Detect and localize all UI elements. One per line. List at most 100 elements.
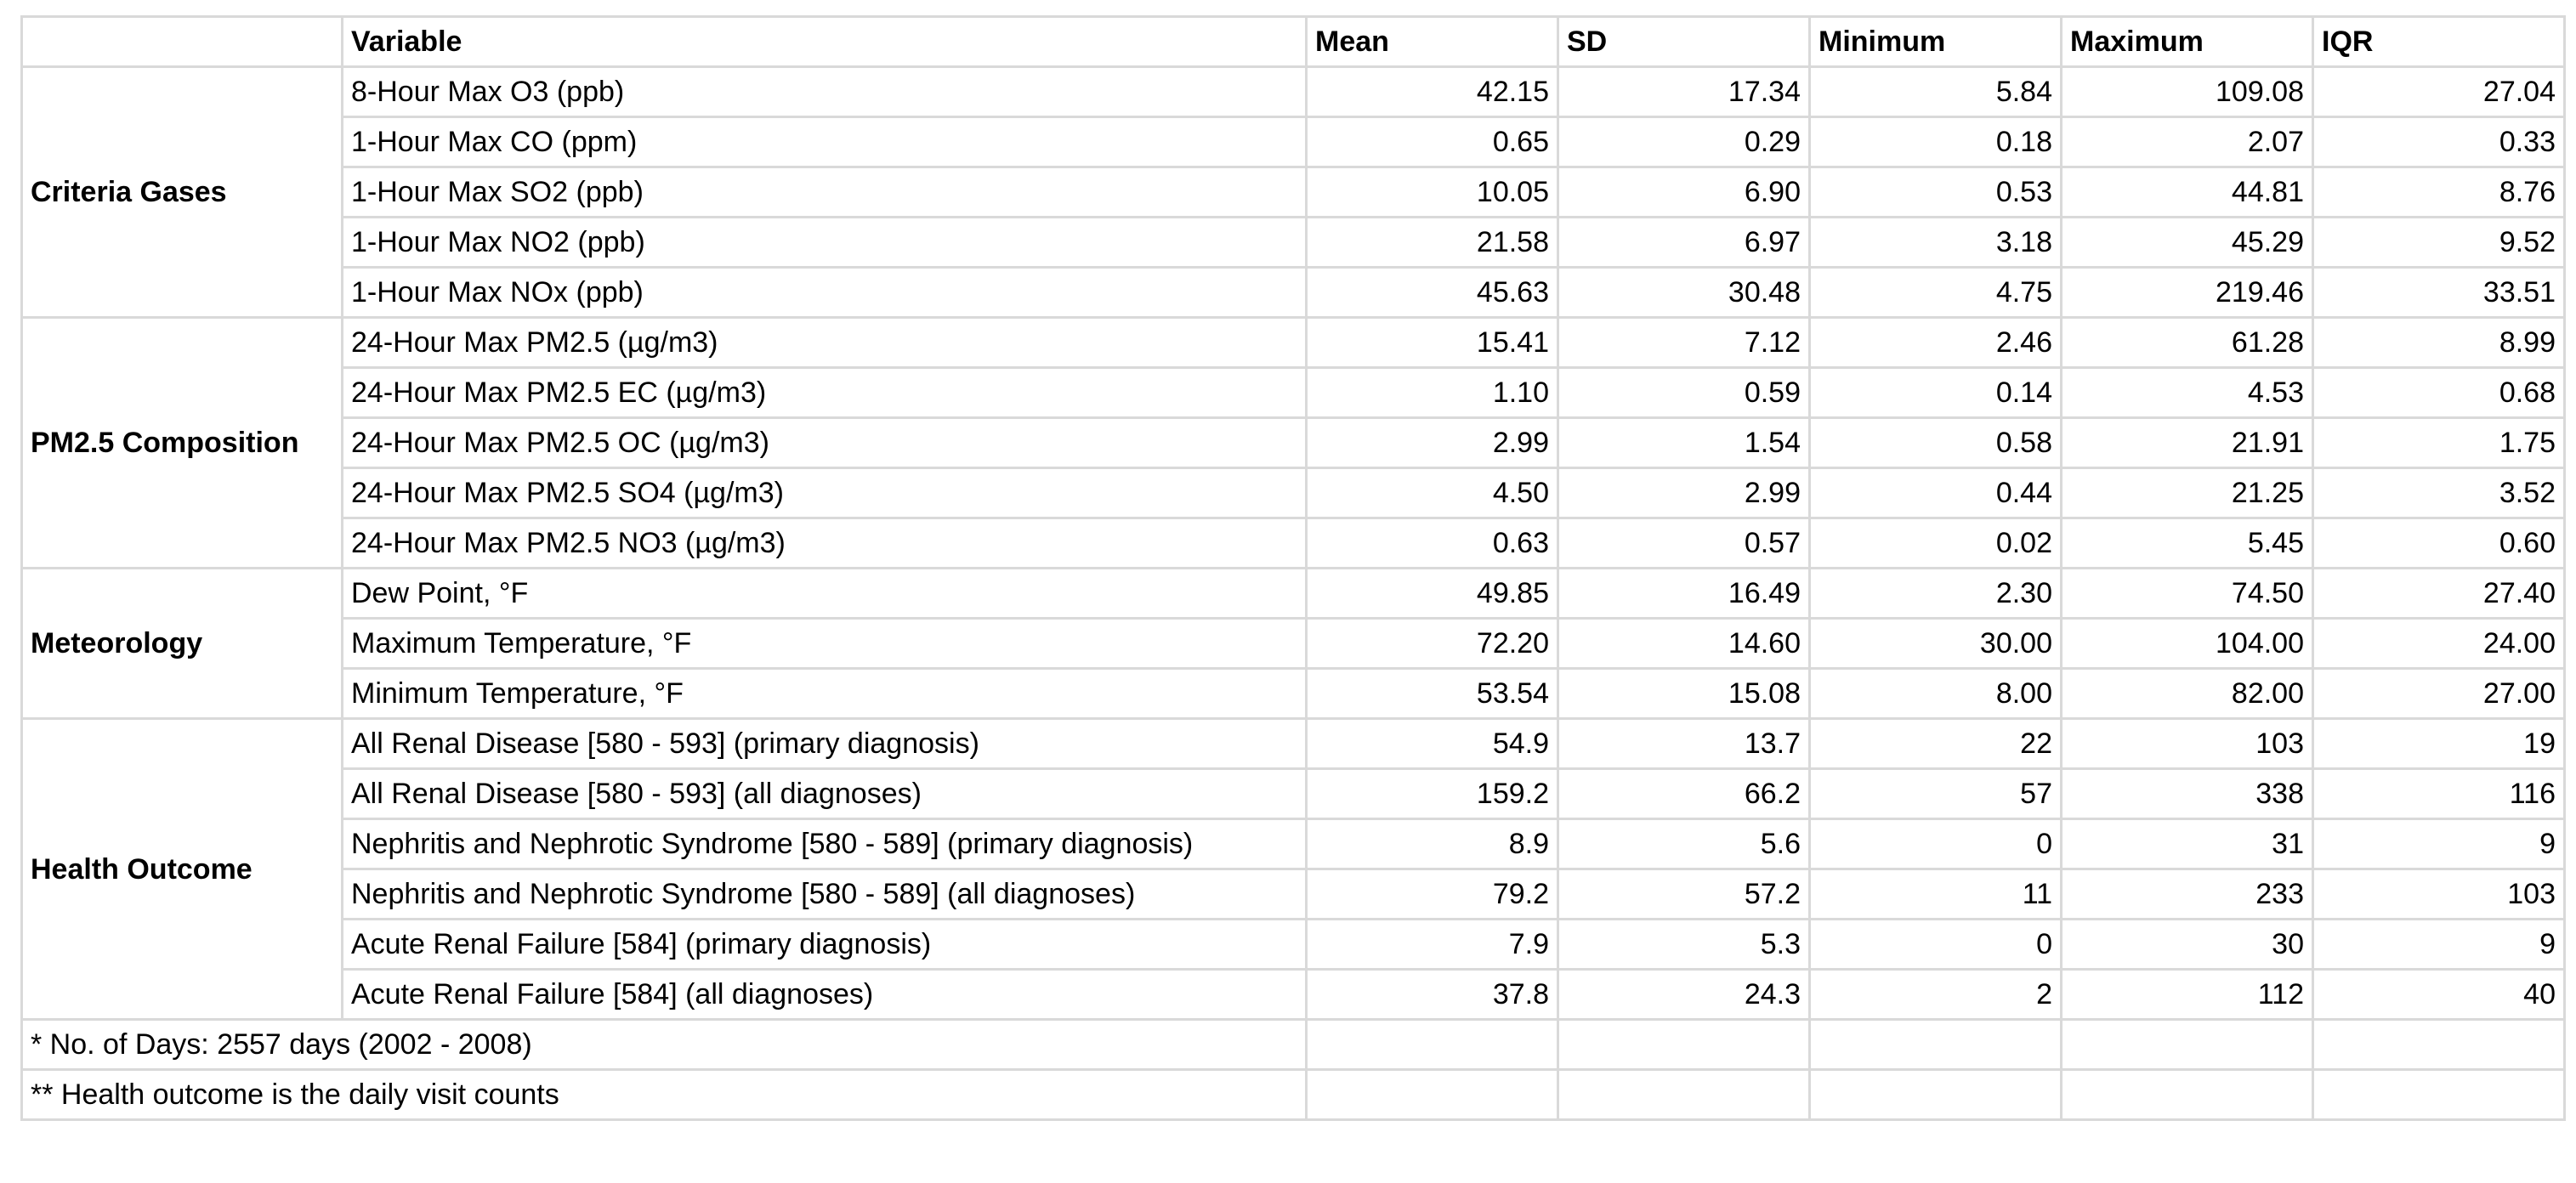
maximum-cell[interactable]: 30	[2060, 918, 2314, 971]
iqr-cell[interactable]: 116	[2312, 767, 2566, 820]
variable-cell[interactable]: Nephritis and Nephrotic Syndrome [580 - …	[341, 818, 1308, 870]
sd-cell[interactable]: 17.34	[1557, 65, 1811, 118]
minimum-cell[interactable]: 0.18	[1808, 116, 2063, 168]
minimum-cell[interactable]: 30.00	[1808, 617, 2063, 670]
maximum-cell[interactable]: 109.08	[2060, 65, 2314, 118]
category-cell[interactable]: Health Outcome	[20, 717, 343, 1021]
mean-cell[interactable]: 45.63	[1305, 266, 1559, 319]
sd-cell[interactable]: 30.48	[1557, 266, 1811, 319]
minimum-cell[interactable]: 4.75	[1808, 266, 2063, 319]
maximum-cell[interactable]: 219.46	[2060, 266, 2314, 319]
sd-cell[interactable]: 66.2	[1557, 767, 1811, 820]
mean-cell[interactable]: 1.10	[1305, 366, 1559, 419]
variable-cell[interactable]: Nephritis and Nephrotic Syndrome [580 - …	[341, 868, 1308, 920]
maximum-cell[interactable]: 233	[2060, 868, 2314, 920]
sd-cell[interactable]: 57.2	[1557, 868, 1811, 920]
empty-cell[interactable]	[2312, 1068, 2566, 1121]
empty-cell[interactable]	[1808, 1018, 2063, 1071]
sd-cell[interactable]: 0.59	[1557, 366, 1811, 419]
header-cell-variable[interactable]: Variable	[341, 15, 1308, 68]
variable-cell[interactable]: All Renal Disease [580 - 593] (primary d…	[341, 717, 1308, 770]
minimum-cell[interactable]: 0.53	[1808, 166, 2063, 218]
iqr-cell[interactable]: 27.00	[2312, 667, 2566, 720]
variable-cell[interactable]: 1-Hour Max SO2 (ppb)	[341, 166, 1308, 218]
category-cell[interactable]: PM2.5 Composition	[20, 316, 343, 569]
maximum-cell[interactable]: 74.50	[2060, 567, 2314, 620]
maximum-cell[interactable]: 21.25	[2060, 467, 2314, 519]
sd-cell[interactable]: 13.7	[1557, 717, 1811, 770]
maximum-cell[interactable]: 82.00	[2060, 667, 2314, 720]
mean-cell[interactable]: 37.8	[1305, 968, 1559, 1021]
variable-cell[interactable]: 24-Hour Max PM2.5 OC (µg/m3)	[341, 416, 1308, 469]
iqr-cell[interactable]: 24.00	[2312, 617, 2566, 670]
minimum-cell[interactable]: 0.02	[1808, 517, 2063, 569]
header-cell-corner[interactable]	[20, 15, 343, 68]
maximum-cell[interactable]: 31	[2060, 818, 2314, 870]
iqr-cell[interactable]: 33.51	[2312, 266, 2566, 319]
maximum-cell[interactable]: 112	[2060, 968, 2314, 1021]
mean-cell[interactable]: 7.9	[1305, 918, 1559, 971]
sd-cell[interactable]: 16.49	[1557, 567, 1811, 620]
mean-cell[interactable]: 10.05	[1305, 166, 1559, 218]
empty-cell[interactable]	[1808, 1068, 2063, 1121]
sd-cell[interactable]: 6.97	[1557, 216, 1811, 269]
mean-cell[interactable]: 53.54	[1305, 667, 1559, 720]
iqr-cell[interactable]: 3.52	[2312, 467, 2566, 519]
iqr-cell[interactable]: 8.99	[2312, 316, 2566, 369]
header-cell-sd[interactable]: SD	[1557, 15, 1811, 68]
category-cell[interactable]: Criteria Gases	[20, 65, 343, 319]
iqr-cell[interactable]: 9.52	[2312, 216, 2566, 269]
sd-cell[interactable]: 5.3	[1557, 918, 1811, 971]
empty-cell[interactable]	[2060, 1068, 2314, 1121]
mean-cell[interactable]: 15.41	[1305, 316, 1559, 369]
empty-cell[interactable]	[1305, 1018, 1559, 1071]
variable-cell[interactable]: Maximum Temperature, °F	[341, 617, 1308, 670]
maximum-cell[interactable]: 21.91	[2060, 416, 2314, 469]
variable-cell[interactable]: 24-Hour Max PM2.5 SO4 (µg/m3)	[341, 467, 1308, 519]
mean-cell[interactable]: 21.58	[1305, 216, 1559, 269]
minimum-cell[interactable]: 2	[1808, 968, 2063, 1021]
variable-cell[interactable]: 24-Hour Max PM2.5 EC (µg/m3)	[341, 366, 1308, 419]
minimum-cell[interactable]: 0	[1808, 918, 2063, 971]
iqr-cell[interactable]: 9	[2312, 818, 2566, 870]
header-cell-minimum[interactable]: Minimum	[1808, 15, 2063, 68]
variable-cell[interactable]: 1-Hour Max CO (ppm)	[341, 116, 1308, 168]
maximum-cell[interactable]: 103	[2060, 717, 2314, 770]
header-cell-maximum[interactable]: Maximum	[2060, 15, 2314, 68]
sd-cell[interactable]: 15.08	[1557, 667, 1811, 720]
iqr-cell[interactable]: 40	[2312, 968, 2566, 1021]
variable-cell[interactable]: 24-Hour Max PM2.5 NO3 (µg/m3)	[341, 517, 1308, 569]
mean-cell[interactable]: 72.20	[1305, 617, 1559, 670]
mean-cell[interactable]: 79.2	[1305, 868, 1559, 920]
empty-cell[interactable]	[1557, 1068, 1811, 1121]
iqr-cell[interactable]: 9	[2312, 918, 2566, 971]
maximum-cell[interactable]: 45.29	[2060, 216, 2314, 269]
sd-cell[interactable]: 0.57	[1557, 517, 1811, 569]
mean-cell[interactable]: 54.9	[1305, 717, 1559, 770]
header-cell-mean[interactable]: Mean	[1305, 15, 1559, 68]
variable-cell[interactable]: All Renal Disease [580 - 593] (all diagn…	[341, 767, 1308, 820]
maximum-cell[interactable]: 61.28	[2060, 316, 2314, 369]
sd-cell[interactable]: 0.29	[1557, 116, 1811, 168]
minimum-cell[interactable]: 2.46	[1808, 316, 2063, 369]
empty-cell[interactable]	[1557, 1018, 1811, 1071]
minimum-cell[interactable]: 0.58	[1808, 416, 2063, 469]
sd-cell[interactable]: 14.60	[1557, 617, 1811, 670]
footnote-cell[interactable]: * No. of Days: 2557 days (2002 - 2008)	[20, 1018, 1308, 1071]
empty-cell[interactable]	[1305, 1068, 1559, 1121]
iqr-cell[interactable]: 0.68	[2312, 366, 2566, 419]
variable-cell[interactable]: Acute Renal Failure [584] (primary diagn…	[341, 918, 1308, 971]
variable-cell[interactable]: 24-Hour Max PM2.5 (µg/m3)	[341, 316, 1308, 369]
empty-cell[interactable]	[2312, 1018, 2566, 1071]
minimum-cell[interactable]: 0.44	[1808, 467, 2063, 519]
minimum-cell[interactable]: 0	[1808, 818, 2063, 870]
iqr-cell[interactable]: 19	[2312, 717, 2566, 770]
minimum-cell[interactable]: 22	[1808, 717, 2063, 770]
sd-cell[interactable]: 2.99	[1557, 467, 1811, 519]
empty-cell[interactable]	[2060, 1018, 2314, 1071]
maximum-cell[interactable]: 4.53	[2060, 366, 2314, 419]
mean-cell[interactable]: 0.63	[1305, 517, 1559, 569]
variable-cell[interactable]: Dew Point, °F	[341, 567, 1308, 620]
sd-cell[interactable]: 5.6	[1557, 818, 1811, 870]
maximum-cell[interactable]: 104.00	[2060, 617, 2314, 670]
